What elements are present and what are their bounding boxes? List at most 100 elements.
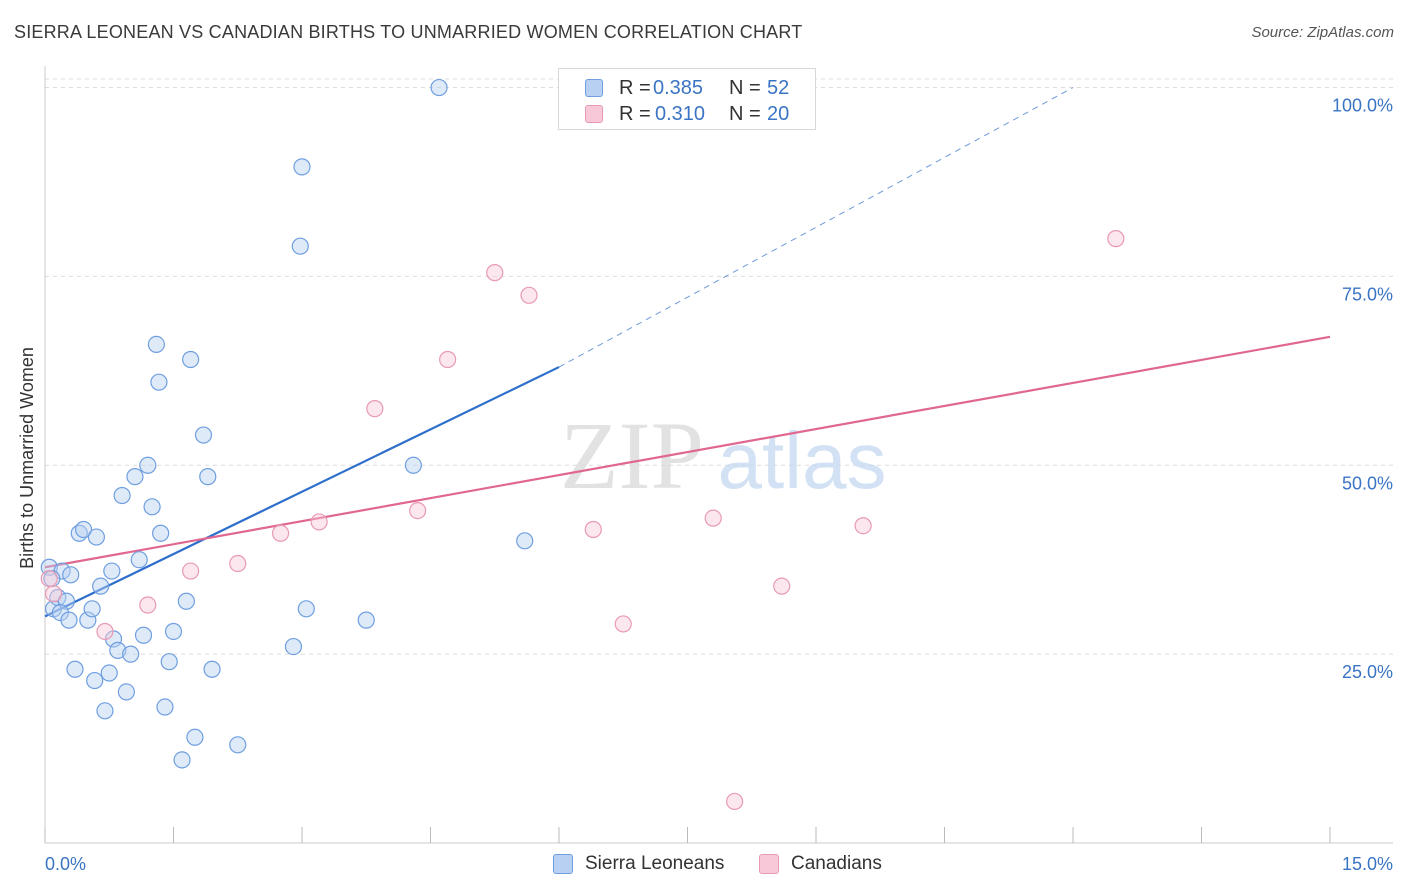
- data-point: [156, 698, 174, 716]
- data-point: [134, 626, 153, 644]
- y-tick-label: 100.0%: [1332, 96, 1393, 116]
- data-point: [62, 566, 80, 584]
- data-point: [409, 502, 427, 520]
- legend-n-value: 20: [767, 102, 790, 125]
- data-point: [177, 592, 195, 610]
- data-point: [86, 671, 104, 690]
- legend-swatch-canadians: [585, 105, 603, 123]
- legend-swatch-sierra-leoneans: [585, 79, 603, 97]
- data-point: [66, 660, 84, 678]
- data-point: [152, 524, 170, 542]
- data-point: [182, 350, 200, 369]
- data-point: [139, 456, 157, 474]
- y-axis-label: Births to Unmarried Women: [17, 347, 37, 569]
- data-point: [291, 237, 309, 255]
- watermark: ZIP atlas: [560, 402, 886, 509]
- series-swatch-canadians: [759, 854, 779, 874]
- legend-n-label: N =: [729, 76, 761, 99]
- watermark-atlas: atlas: [718, 416, 887, 505]
- chart-source: Source: ZipAtlas.com: [1251, 24, 1394, 41]
- data-point: [439, 350, 457, 369]
- data-point: [520, 286, 538, 304]
- data-point: [44, 585, 63, 603]
- data-point: [60, 611, 78, 629]
- data-points: [40, 78, 1125, 811]
- data-point: [109, 641, 127, 659]
- data-point: [486, 264, 504, 282]
- data-point: [130, 551, 148, 569]
- data-point: [117, 683, 135, 701]
- data-point: [126, 468, 144, 486]
- data-point: [404, 456, 422, 474]
- data-point: [704, 509, 722, 527]
- data-point: [726, 792, 744, 811]
- axes: [44, 66, 1393, 844]
- data-point: [584, 520, 602, 539]
- correlation-legend: R = 0.385 N = 52 R = 0.310 N = 20: [558, 68, 816, 130]
- data-point: [284, 637, 303, 656]
- data-point: [96, 702, 114, 720]
- data-point: [74, 520, 93, 539]
- series-legend: Sierra Leoneans Canadians: [0, 852, 1406, 878]
- data-point: [100, 664, 118, 682]
- data-point: [87, 528, 106, 546]
- y-tick-label: 50.0%: [1342, 473, 1393, 493]
- data-point: [160, 653, 178, 671]
- data-point: [293, 158, 311, 176]
- data-point: [199, 468, 217, 486]
- data-point: [366, 400, 384, 418]
- series-label-canadians: Canadians: [791, 853, 882, 874]
- series-sierra-leoneans: [40, 78, 534, 769]
- data-point: [229, 736, 247, 754]
- data-point: [297, 600, 315, 618]
- data-point: [173, 751, 191, 769]
- legend-r-label: R =: [619, 102, 651, 125]
- series-label-sierra-leoneans: Sierra Leoneans: [585, 853, 725, 874]
- data-point: [203, 660, 221, 678]
- data-point: [79, 611, 97, 629]
- data-point: [113, 486, 131, 505]
- data-point: [139, 596, 157, 614]
- legend-r-value: 0.385: [653, 76, 704, 99]
- data-point: [147, 335, 165, 354]
- chart-title: SIERRA LEONEAN VS CANADIAN BIRTHS TO UNM…: [14, 22, 803, 42]
- y-tick-label: 75.0%: [1342, 284, 1393, 304]
- data-point: [83, 600, 101, 618]
- series-swatch-sierra-leoneans: [553, 854, 573, 874]
- y-tick-label: 25.0%: [1342, 662, 1393, 682]
- data-point: [229, 554, 247, 573]
- x-tick-label-right: 15.0%: [1342, 854, 1393, 874]
- series-canadians: [40, 230, 1125, 811]
- data-point: [854, 517, 872, 535]
- gridlines: [45, 78, 1393, 655]
- series-legend-sierra-leoneans: Sierra Leoneans: [553, 852, 724, 876]
- series-legend-canadians: Canadians: [759, 852, 882, 876]
- data-point: [310, 513, 328, 531]
- trend-lines: [44, 87, 1331, 618]
- data-point: [614, 615, 632, 633]
- data-point: [271, 524, 290, 542]
- legend-n-value: 52: [767, 76, 790, 99]
- legend-r-label: R =: [619, 76, 651, 99]
- data-point: [186, 728, 204, 746]
- trend-line: [44, 366, 560, 618]
- data-point: [194, 426, 213, 444]
- data-point: [182, 562, 200, 580]
- data-point: [143, 498, 161, 516]
- trend-line: [44, 335, 1331, 569]
- x-tick-label-left: 0.0%: [45, 854, 86, 874]
- legend-n-label: N =: [729, 102, 761, 125]
- data-point: [430, 78, 448, 97]
- data-point: [164, 622, 183, 641]
- data-point: [96, 622, 114, 641]
- data-point: [150, 373, 168, 391]
- data-point: [357, 611, 375, 629]
- data-point: [40, 569, 58, 588]
- data-point: [773, 577, 791, 595]
- tick-labels: 25.0% 50.0% 75.0% 100.0% 0.0% 15.0%: [45, 96, 1393, 874]
- data-point: [122, 645, 140, 663]
- trend-line-extension: [558, 87, 1074, 368]
- data-point: [92, 577, 110, 595]
- legend-r-value: 0.310: [655, 102, 706, 125]
